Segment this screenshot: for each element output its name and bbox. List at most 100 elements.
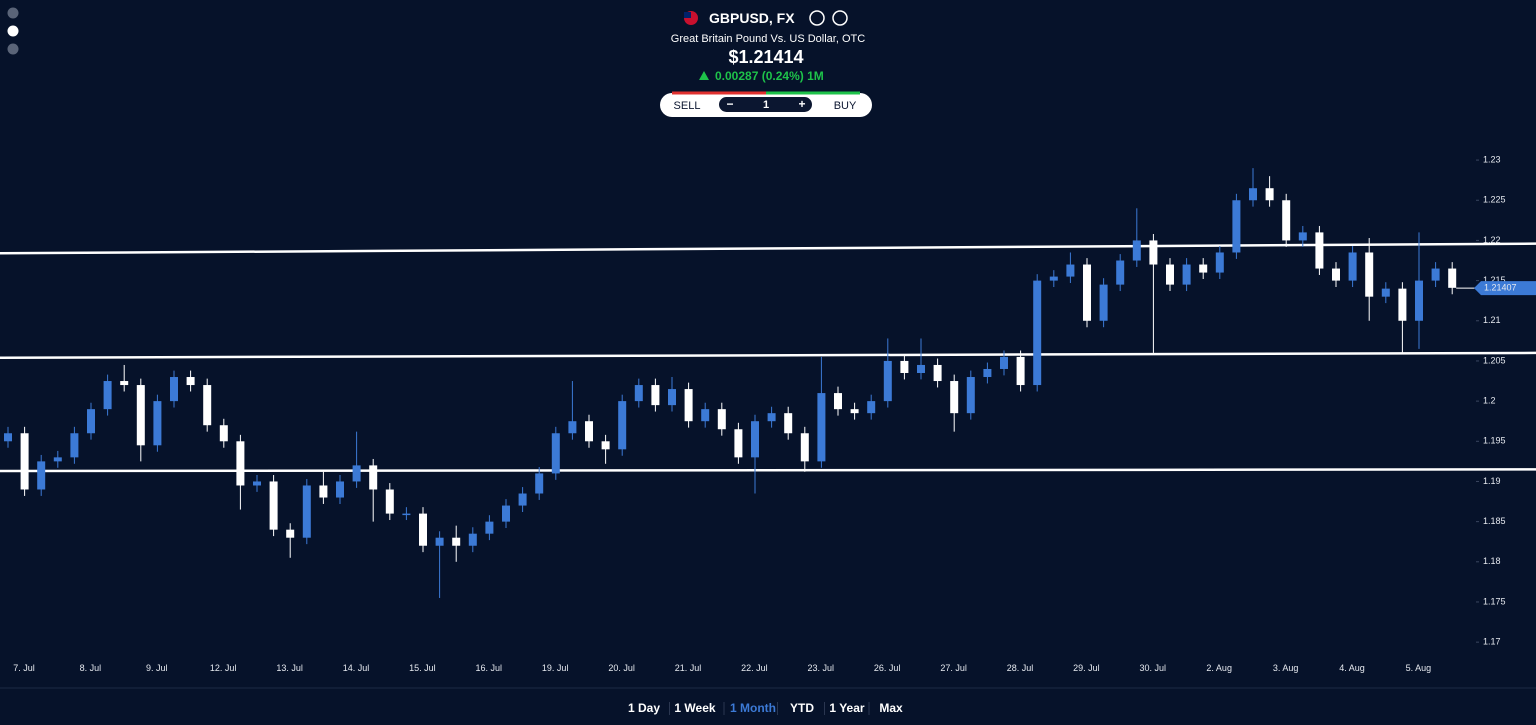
y-tick-label: 1.175 [1483, 596, 1506, 606]
candle-body [70, 433, 79, 458]
candle-body [1298, 232, 1307, 241]
candle-body [751, 421, 759, 458]
candle-body [236, 441, 245, 486]
candle-body [1199, 264, 1208, 273]
range-button[interactable]: 1 Year [829, 701, 864, 715]
candle-body [1448, 268, 1457, 288]
drawn-line [0, 468, 1536, 473]
candle-body [651, 385, 660, 406]
x-tick-label: 3. Aug [1273, 663, 1299, 673]
y-tick-label: 1.19 [1483, 476, 1501, 486]
x-tick-label: 28. Jul [1007, 663, 1034, 673]
icon[interactable] [7, 43, 19, 55]
y-tick-label: 1.195 [1483, 436, 1506, 446]
increase-button[interactable]: + [798, 97, 805, 111]
candle-body [1166, 264, 1174, 285]
candle-body [701, 409, 710, 422]
x-tick-label: 14. Jul [343, 663, 370, 673]
x-tick-label: 27. Jul [940, 663, 967, 673]
candle-body [1282, 200, 1291, 241]
candle-body [834, 393, 842, 410]
candle-body [1348, 252, 1357, 281]
candle-body [1398, 288, 1407, 321]
x-tick-label: 4. Aug [1339, 663, 1365, 673]
y-tick-label: 1.21 [1483, 315, 1501, 325]
candle-body [468, 533, 477, 546]
quantity-box [719, 97, 812, 112]
quantity[interactable]: 1 [763, 99, 769, 111]
candle-body [435, 537, 444, 546]
candle-body [535, 473, 544, 494]
candle-body [668, 389, 676, 406]
x-tick-label: 12. Jul [210, 663, 237, 673]
x-tick-label: 8. Jul [80, 663, 102, 673]
range-bar: 1 Day 1 Week 1 Month YTD 1 Year Max [628, 701, 903, 715]
candle-body [153, 401, 162, 446]
candle-body [302, 485, 311, 538]
candle-body [618, 401, 627, 450]
y-tick-label: 1.18 [1483, 556, 1501, 566]
candle-body [219, 425, 228, 442]
candle-body [1033, 280, 1042, 386]
candle-body [950, 381, 959, 414]
candle-body [1232, 200, 1241, 253]
candle-body [568, 421, 577, 434]
candle-body [917, 364, 925, 373]
x-tick-label: 29. Jul [1073, 663, 1100, 673]
y-tick-label: 1.23 [1483, 154, 1501, 164]
candle-body [1265, 188, 1274, 201]
x-tick-label: 15. Jul [409, 663, 436, 673]
candle-body [1381, 288, 1390, 297]
range-button[interactable]: 1 Day [628, 701, 660, 715]
candle-body [87, 409, 95, 434]
x-tick-label: 19. Jul [542, 663, 569, 673]
candle-body [1431, 268, 1440, 281]
candle-body [518, 493, 527, 506]
candle-body [20, 433, 29, 490]
range-button[interactable]: 1 Week [674, 701, 715, 715]
candle-body [369, 465, 378, 490]
x-tick-label: 26. Jul [874, 663, 901, 673]
candle-body [485, 521, 494, 534]
x-tick-label: 2. Aug [1206, 663, 1232, 673]
icon[interactable] [7, 25, 19, 37]
candle-body [551, 433, 560, 474]
candle-body [1315, 232, 1324, 269]
sell-button[interactable]: SELL [674, 100, 701, 112]
y-tick-label: 1.185 [1483, 516, 1506, 526]
icon[interactable] [7, 7, 19, 19]
candle-body [1182, 264, 1191, 285]
candle-body [37, 461, 46, 490]
last-price-label: 1.21407 [1484, 282, 1517, 292]
search-icon[interactable] [809, 10, 825, 26]
price-change: 0.00287 (0.24%) 1M [715, 69, 824, 83]
candle-body [1016, 356, 1025, 386]
flag-part [684, 12, 691, 18]
candle-body [767, 413, 776, 422]
candle-body [634, 385, 643, 402]
x-tick-label: 16. Jul [476, 663, 503, 673]
y-tick-label: 1.22 [1483, 235, 1501, 245]
header: GBPUSD, FX Great Britain Pound Vs. US Do… [671, 10, 865, 83]
range-button[interactable]: YTD [790, 701, 814, 715]
candle-body [933, 364, 942, 382]
range-button[interactable]: 1 Month [730, 701, 776, 715]
candle-body [170, 377, 178, 402]
candle-body [850, 409, 859, 414]
candle-body [336, 481, 344, 498]
candle-body [203, 385, 212, 426]
buy-button[interactable]: BUY [834, 100, 857, 112]
y-tick-label: 1.17 [1483, 637, 1501, 647]
y-tick-label: 1.2 [1483, 395, 1496, 405]
candle-body [1149, 240, 1158, 265]
decrease-button[interactable]: − [726, 97, 733, 111]
candle-body [1116, 260, 1125, 285]
candle-body [900, 360, 909, 373]
range-button[interactable]: Max [879, 701, 903, 715]
candle-body [983, 368, 992, 378]
add-icon[interactable] [832, 10, 848, 26]
candle-body [186, 377, 195, 386]
candle-body [253, 481, 261, 486]
